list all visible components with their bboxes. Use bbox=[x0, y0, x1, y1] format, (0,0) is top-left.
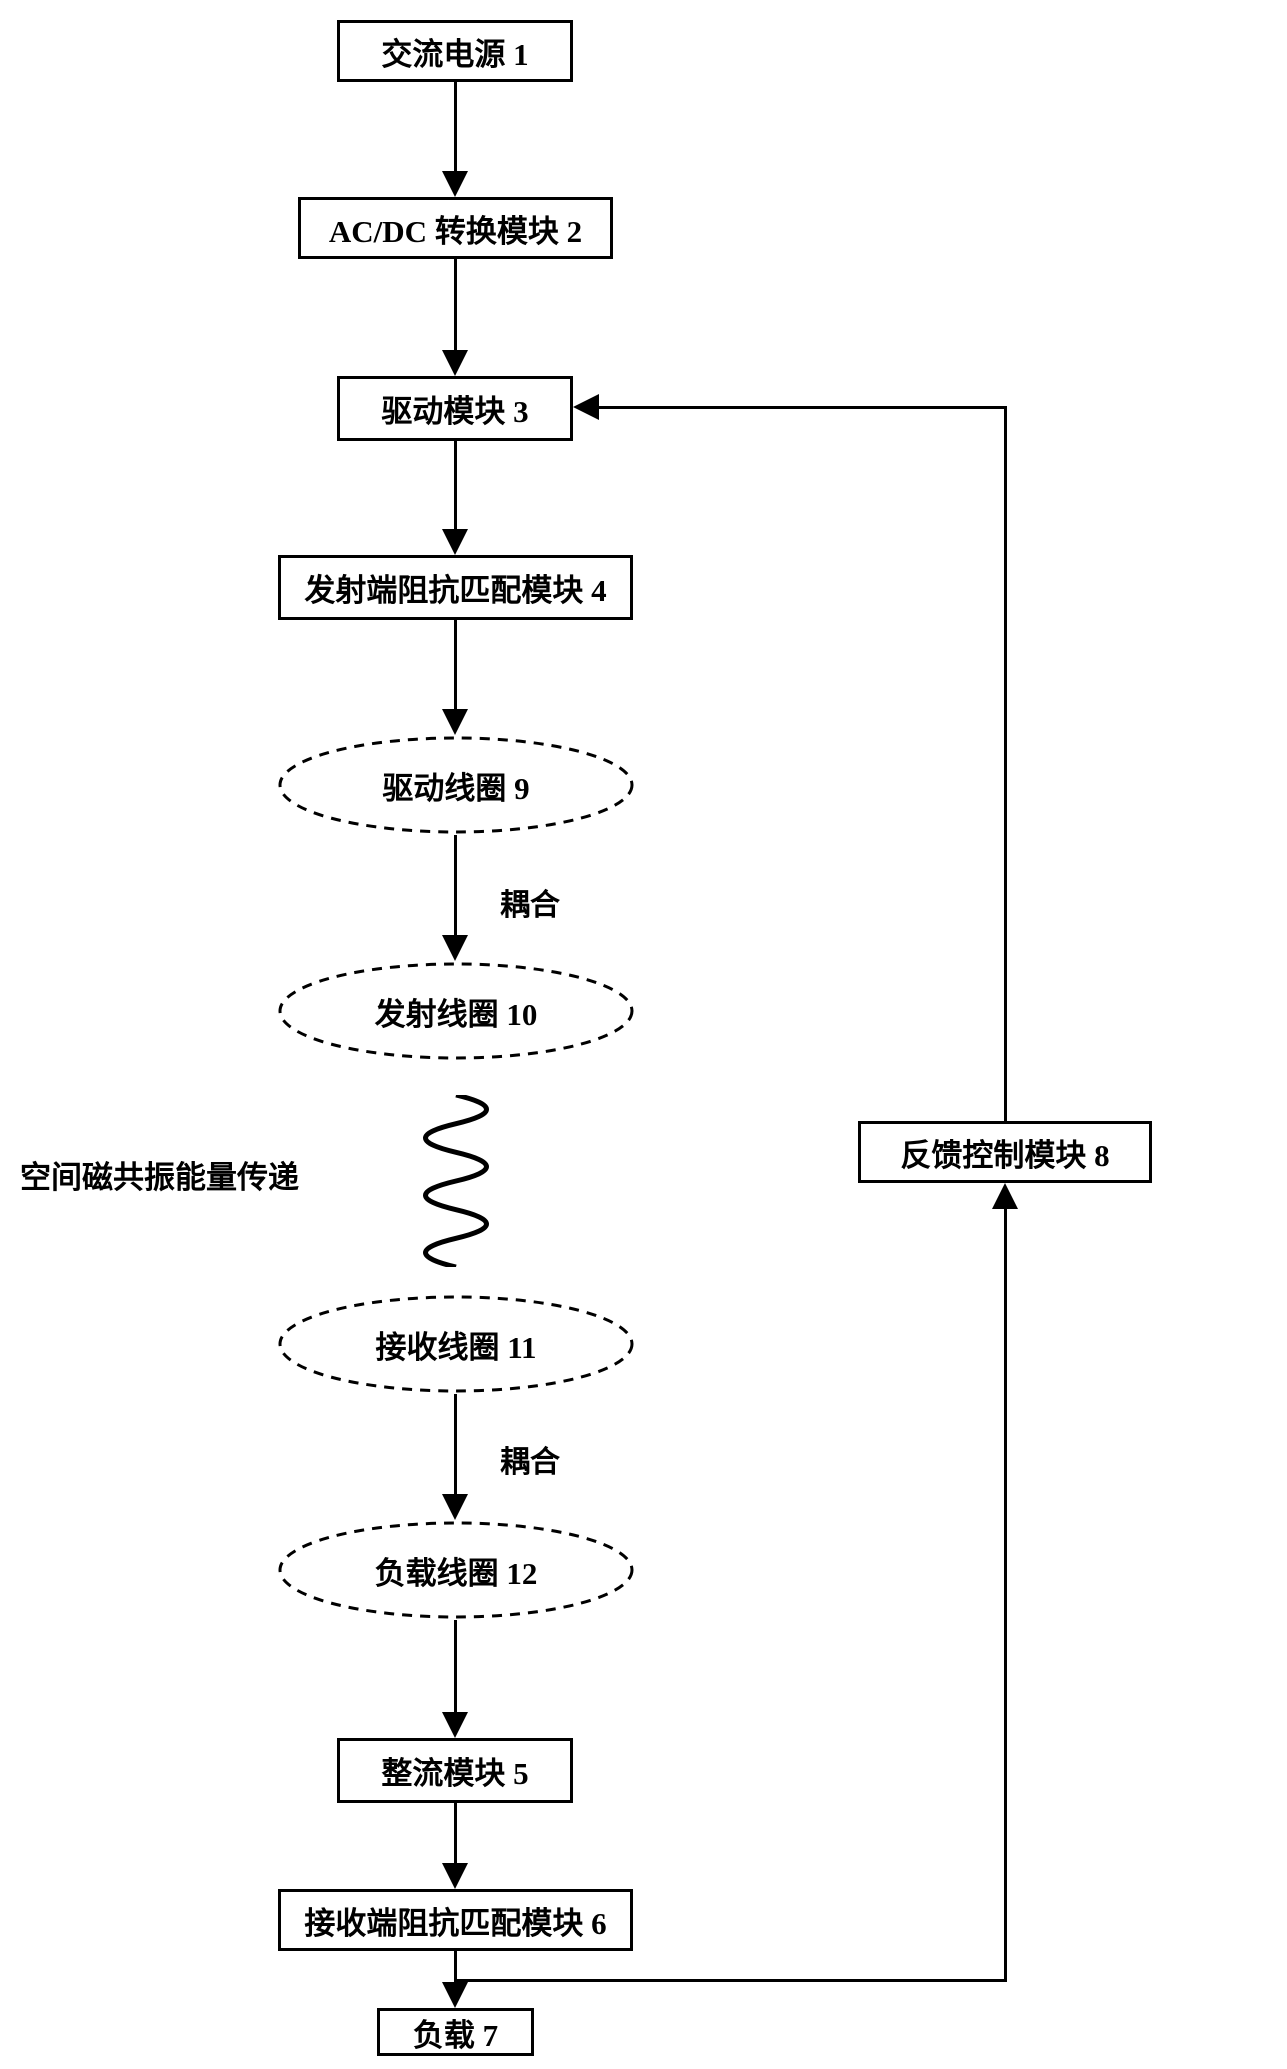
edge-line bbox=[454, 259, 457, 352]
node-n10: 发射线圈 10 bbox=[277, 961, 635, 1061]
node-n2: AC/DC 转换模块 2 bbox=[298, 197, 613, 259]
node-n9: 驱动线圈 9 bbox=[277, 735, 635, 835]
node-label: 接收线圈 11 bbox=[375, 1322, 536, 1367]
feedback-line bbox=[597, 406, 1007, 409]
edge-line bbox=[454, 82, 457, 173]
edge-label: 耦合 bbox=[500, 880, 560, 924]
node-n1: 交流电源 1 bbox=[337, 20, 573, 82]
node-n6: 接收端阻抗匹配模块 6 bbox=[278, 1889, 633, 1951]
edge-line bbox=[454, 620, 457, 711]
node-n3: 驱动模块 3 bbox=[337, 376, 573, 441]
feedback-line bbox=[455, 1979, 1007, 1982]
node-label: 反馈控制模块 8 bbox=[900, 1130, 1109, 1175]
node-label: 接收端阻抗匹配模块 6 bbox=[304, 1898, 606, 1943]
wave-icon bbox=[395, 1095, 517, 1267]
node-label: 交流电源 1 bbox=[381, 29, 528, 74]
node-n4: 发射端阻抗匹配模块 4 bbox=[278, 555, 633, 620]
arrowhead-down-icon bbox=[442, 1982, 468, 2008]
edge-line bbox=[454, 1394, 457, 1496]
arrowhead-down-icon bbox=[442, 709, 468, 735]
feedback-line bbox=[1004, 407, 1007, 1121]
node-label: AC/DC 转换模块 2 bbox=[329, 206, 582, 251]
node-n8: 反馈控制模块 8 bbox=[858, 1121, 1152, 1183]
node-n12: 负载线圈 12 bbox=[277, 1520, 635, 1620]
arrowhead-down-icon bbox=[442, 935, 468, 961]
arrowhead-down-icon bbox=[442, 529, 468, 555]
arrowhead-down-icon bbox=[442, 171, 468, 197]
node-label: 负载线圈 12 bbox=[375, 1548, 538, 1593]
node-label: 驱动线圈 9 bbox=[382, 763, 529, 808]
arrowhead-up-icon bbox=[992, 1183, 1018, 1209]
edge-line bbox=[454, 835, 457, 937]
arrowhead-down-icon bbox=[442, 1863, 468, 1889]
arrowhead-down-icon bbox=[442, 1494, 468, 1520]
edge-line bbox=[454, 1803, 457, 1865]
side-label: 空间磁共振能量传递 bbox=[20, 1152, 299, 1197]
arrowhead-left-icon bbox=[573, 394, 599, 420]
node-label: 驱动模块 3 bbox=[381, 386, 528, 431]
node-label: 整流模块 5 bbox=[381, 1748, 528, 1793]
edge-line bbox=[454, 441, 457, 531]
node-label: 发射端阻抗匹配模块 4 bbox=[304, 565, 606, 610]
arrowhead-down-icon bbox=[442, 350, 468, 376]
arrowhead-down-icon bbox=[442, 1712, 468, 1738]
feedback-line bbox=[1004, 1207, 1007, 1982]
node-n7: 负载 7 bbox=[377, 2008, 534, 2056]
edge-label: 耦合 bbox=[500, 1437, 560, 1481]
edge-line bbox=[454, 1620, 457, 1714]
node-n5: 整流模块 5 bbox=[337, 1738, 573, 1803]
node-label: 发射线圈 10 bbox=[375, 989, 538, 1034]
node-n11: 接收线圈 11 bbox=[277, 1294, 635, 1394]
node-label: 负载 7 bbox=[413, 2010, 498, 2055]
